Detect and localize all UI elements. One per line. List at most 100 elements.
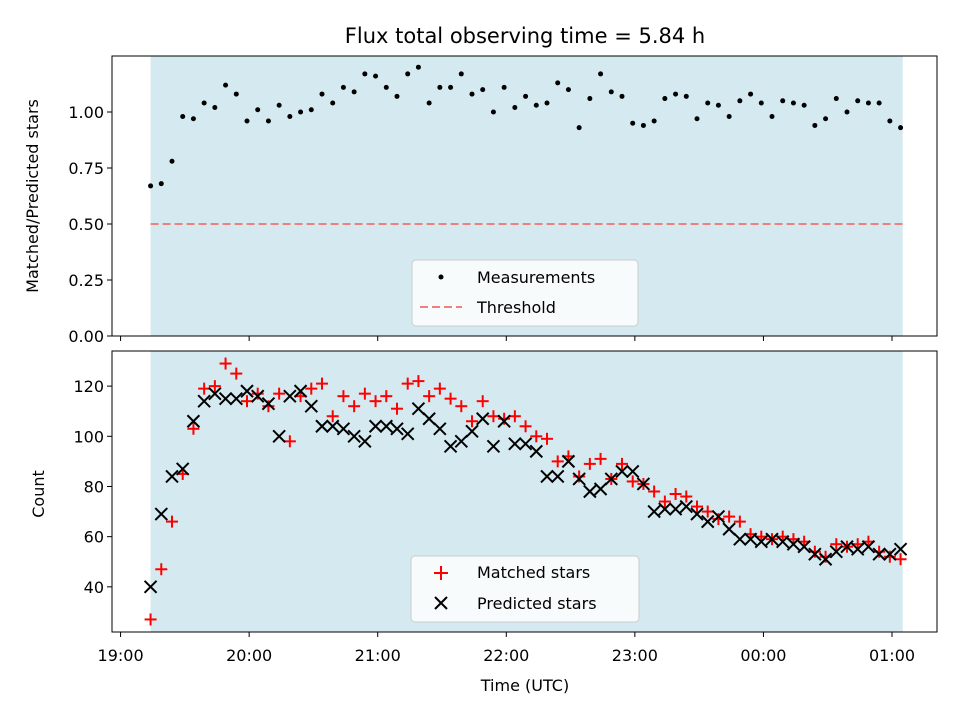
measurement-point	[276, 102, 282, 108]
predicted-star-point	[668, 502, 683, 516]
measurement-point	[351, 89, 357, 95]
y-tick-label: 100	[73, 427, 104, 446]
bottom-y-ticks: 40 60 80 100 120	[73, 377, 112, 597]
predicted-star-point	[572, 472, 586, 486]
legend-predicted-marker	[434, 596, 448, 610]
legend-matched-label: Matched stars	[477, 563, 590, 582]
measurement-point	[298, 109, 304, 115]
predicted-star-point	[861, 539, 876, 554]
matched-star-point	[691, 500, 703, 513]
measurement-point	[876, 100, 882, 106]
predicted-star-point	[808, 547, 822, 561]
measurement-point	[255, 107, 261, 113]
bottom-legend-box	[410, 555, 640, 623]
legend-matched-marker	[434, 566, 448, 580]
matched-stars-points	[144, 357, 907, 626]
measurement-point	[223, 82, 229, 88]
measurement-point	[394, 93, 400, 99]
matched-star-point	[573, 470, 586, 483]
measurement-point	[544, 100, 550, 106]
x-tick-label: 22:00	[483, 646, 529, 665]
matched-star-point	[680, 490, 693, 503]
measurement-point	[201, 100, 207, 106]
legend-measurements-marker	[438, 274, 444, 280]
measurement-point	[694, 116, 700, 122]
matched-star-point	[433, 382, 446, 395]
predicted-star-point	[379, 419, 393, 433]
measurement-point	[555, 80, 561, 86]
y-tick-label: 0.25	[68, 271, 104, 290]
matched-star-point	[466, 415, 478, 428]
measurement-point	[855, 98, 861, 104]
predicted-star-point	[229, 391, 243, 406]
matched-star-point	[348, 400, 361, 413]
matched-star-point	[541, 432, 553, 445]
matched-star-point	[230, 367, 243, 380]
matched-star-point	[305, 382, 318, 395]
measurement-point	[598, 71, 604, 77]
top-legend: Measurements Threshold	[411, 259, 639, 327]
measurement-point	[480, 87, 486, 93]
matched-star-point	[273, 387, 286, 400]
predicted-star-point	[711, 509, 726, 524]
matched-star-point	[401, 377, 414, 390]
matched-star-point	[551, 455, 564, 468]
matched-star-point	[701, 505, 714, 518]
matched-star-point	[894, 553, 907, 566]
matched-star-point	[423, 390, 436, 403]
predicted-stars-points	[143, 384, 908, 594]
predicted-star-point	[840, 539, 854, 554]
matched-star-point	[508, 410, 521, 423]
y-tick-label: 60	[84, 528, 104, 547]
measurement-point	[362, 71, 368, 77]
measurement-point	[683, 93, 689, 99]
measurement-point	[726, 113, 732, 119]
matched-star-point	[733, 515, 746, 528]
matched-star-point	[326, 410, 339, 423]
matched-star-point	[648, 485, 661, 498]
measurement-point	[865, 100, 871, 106]
matched-star-point	[380, 390, 393, 403]
predicted-star-point	[743, 532, 758, 546]
matched-star-point	[369, 395, 382, 408]
measurement-point	[501, 84, 507, 90]
measurement-point	[833, 96, 839, 102]
measurement-point	[619, 93, 625, 99]
bottom-axes: 40 60 80 100 120 19:00 20:00 21:00 22:00 23:00 00…	[29, 350, 938, 695]
predicted-star-point	[765, 532, 779, 546]
matched-star-point	[187, 422, 200, 435]
predicted-star-point	[497, 414, 511, 428]
measurement-point	[448, 84, 454, 90]
measurement-point	[887, 118, 893, 124]
legend-measurements-label: Measurements	[477, 268, 595, 287]
matched-star-point	[316, 377, 328, 390]
predicted-star-point	[690, 507, 704, 521]
measurement-point	[308, 107, 314, 113]
matched-star-point	[519, 420, 532, 433]
y-tick-label: 0.00	[68, 327, 104, 346]
matched-star-point	[476, 395, 489, 408]
measurement-point	[180, 113, 186, 119]
measurement-point	[630, 120, 636, 126]
predicted-star-point	[883, 547, 897, 561]
predicted-star-point	[776, 534, 790, 549]
predicted-star-point	[518, 437, 533, 451]
measurement-point	[426, 100, 432, 106]
top-legend-box	[411, 259, 639, 327]
y-tick-label: 0.75	[68, 159, 104, 178]
predicted-star-point	[165, 469, 179, 484]
matched-star-point	[219, 357, 232, 370]
matched-star-point	[498, 412, 511, 425]
predicted-star-point	[176, 462, 190, 476]
matched-star-point	[616, 457, 628, 470]
measurement-point	[662, 96, 668, 102]
matched-star-point	[241, 395, 253, 408]
measurement-point	[265, 118, 271, 124]
predicted-star-point	[893, 542, 908, 556]
predicted-star-point	[647, 504, 661, 519]
predicted-star-point	[218, 391, 233, 406]
measurement-point	[383, 84, 389, 90]
bottom-legend: Matched stars Predicted stars	[410, 555, 640, 623]
measurement-point	[715, 102, 721, 108]
